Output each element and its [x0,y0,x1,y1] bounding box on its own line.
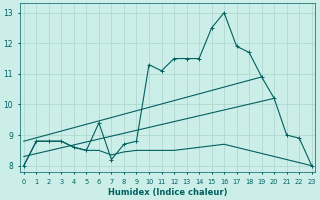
X-axis label: Humidex (Indice chaleur): Humidex (Indice chaleur) [108,188,228,197]
